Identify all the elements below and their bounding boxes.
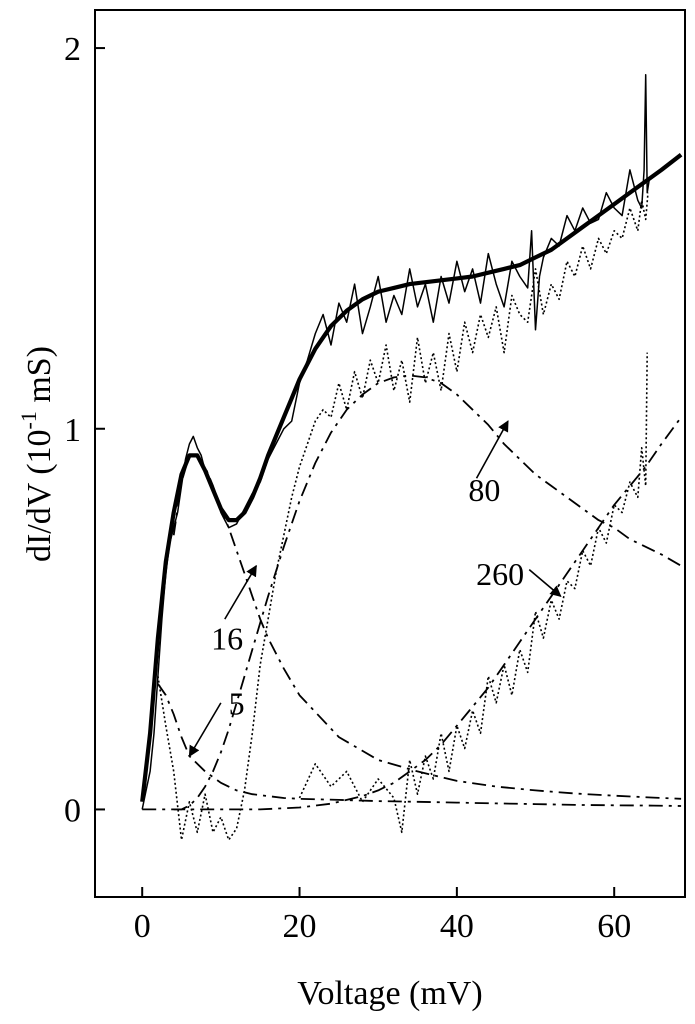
annotation-label: 260 bbox=[476, 556, 524, 592]
y-tick-label: 1 bbox=[64, 412, 81, 449]
ticks-layer: 0 20 40 60 0 1 2 bbox=[64, 31, 631, 945]
series-dashdot-5 bbox=[173, 374, 682, 811]
annotation-label: 80 bbox=[468, 472, 500, 508]
y-axis-title-unit: mS) bbox=[21, 346, 58, 411]
annotation-label: 16 bbox=[211, 621, 243, 657]
x-tick-label: 40 bbox=[440, 908, 474, 945]
x-tick-label: 0 bbox=[134, 908, 151, 945]
series-dashdot-4 bbox=[172, 454, 682, 800]
y-axis-title-main: dI/dV (10 bbox=[21, 429, 58, 562]
series-thin-1 bbox=[141, 73, 651, 810]
annotation-arrow bbox=[188, 702, 222, 758]
annotation-arrow bbox=[528, 568, 562, 597]
x-tick-label: 20 bbox=[283, 908, 317, 945]
y-tick-label: 0 bbox=[64, 792, 81, 829]
plot-frame bbox=[94, 9, 686, 898]
annotation-arrow bbox=[224, 564, 257, 620]
x-tick-label: 60 bbox=[597, 908, 631, 945]
series-dashdot-3 bbox=[157, 683, 682, 807]
series-dotted-7 bbox=[298, 352, 648, 834]
y-tick-label: 2 bbox=[64, 31, 81, 68]
annotation-label: 5 bbox=[229, 685, 245, 721]
series-dashdot-6 bbox=[142, 416, 682, 811]
annotation-arrow bbox=[475, 420, 509, 479]
x-axis-title: Voltage (mV) bbox=[297, 975, 482, 1012]
series-thick-0 bbox=[140, 153, 683, 803]
y-axis-title-exponent: -1 bbox=[16, 411, 41, 429]
annotations-layer: 80 260 16 5 bbox=[188, 420, 562, 758]
series-dotted-2 bbox=[157, 192, 649, 841]
y-axis-title: dI/dV (10-1 mS) bbox=[16, 346, 58, 562]
series-layer bbox=[140, 73, 683, 841]
